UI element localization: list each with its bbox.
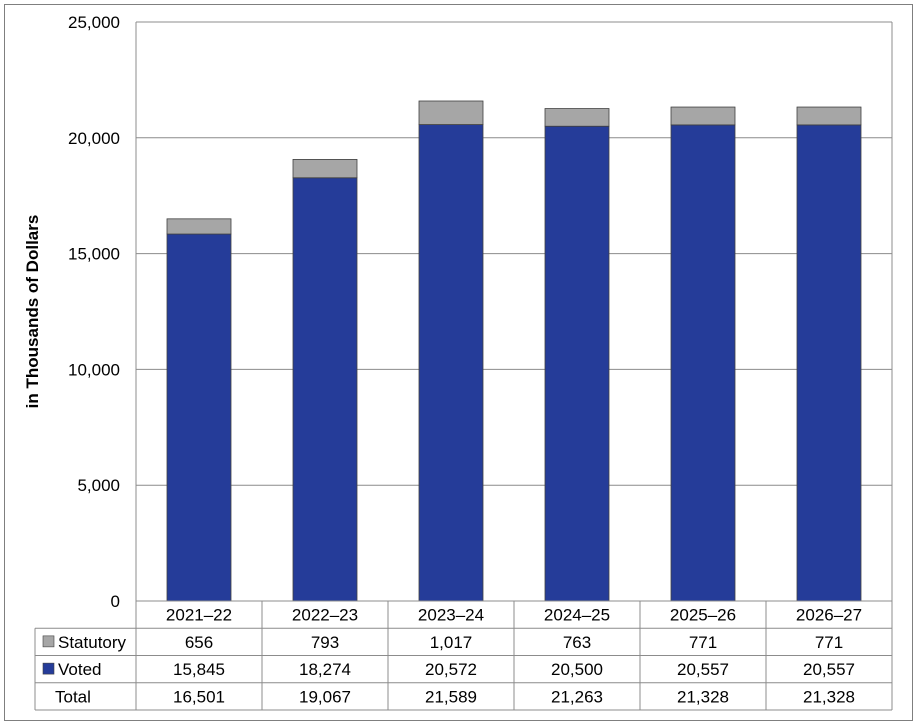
table-cell-voted: 20,557 <box>677 660 729 679</box>
y-tick-label: 5,000 <box>77 476 120 495</box>
table-cell-statutory: 1,017 <box>430 633 473 652</box>
bar-voted <box>544 125 610 602</box>
legend-label-voted: Voted <box>58 660 102 679</box>
legend-swatch-statutory <box>42 635 55 648</box>
y-tick-label: 0 <box>111 592 120 611</box>
y-tick-label: 10,000 <box>68 360 120 379</box>
bar-voted <box>670 124 736 602</box>
y-tick-label: 20,000 <box>68 129 120 148</box>
table-cell-voted: 15,845 <box>173 660 225 679</box>
legend-label-statutory: Statutory <box>58 633 127 652</box>
x-tick-label: 2023–24 <box>418 606 484 625</box>
bar-statutory <box>796 106 862 126</box>
x-tick-label: 2022–23 <box>292 606 358 625</box>
legend-swatch-voted <box>42 662 55 675</box>
bar-voted <box>418 124 484 602</box>
table-cell-statutory: 763 <box>563 633 591 652</box>
x-tick-label: 2026–27 <box>796 606 862 625</box>
outer-border <box>4 4 913 721</box>
y-axis-title: in Thousands of Dollars <box>23 215 42 409</box>
x-tick-label: 2021–22 <box>166 606 232 625</box>
x-tick-label: 2024–25 <box>544 606 610 625</box>
y-tick-label: 15,000 <box>68 245 120 264</box>
bar-voted <box>796 124 862 602</box>
table-cell-voted: 18,274 <box>299 660 351 679</box>
bar-statutory <box>418 100 484 125</box>
table-cell-total: 16,501 <box>173 687 225 706</box>
table-cell-statutory: 656 <box>185 633 213 652</box>
bar-statutory <box>166 218 232 235</box>
row-label-total: Total <box>55 687 91 706</box>
table-cell-voted: 20,572 <box>425 660 477 679</box>
table-cell-total: 21,328 <box>803 687 855 706</box>
table-cell-statutory: 771 <box>689 633 717 652</box>
bar-statutory <box>670 106 736 126</box>
bar-statutory <box>292 159 358 179</box>
y-tick-label: 25,000 <box>68 13 120 32</box>
x-tick-label: 2025–26 <box>670 606 736 625</box>
table-cell-voted: 20,500 <box>551 660 603 679</box>
table-cell-total: 19,067 <box>299 687 351 706</box>
table-cell-total: 21,328 <box>677 687 729 706</box>
bar-voted <box>166 233 232 602</box>
table-cell-total: 21,263 <box>551 687 603 706</box>
bar-statutory <box>544 108 610 127</box>
table-cell-total: 21,589 <box>425 687 477 706</box>
table-cell-statutory: 771 <box>815 633 843 652</box>
bar-voted <box>292 177 358 602</box>
table-cell-voted: 20,557 <box>803 660 855 679</box>
table-cell-statutory: 793 <box>311 633 339 652</box>
